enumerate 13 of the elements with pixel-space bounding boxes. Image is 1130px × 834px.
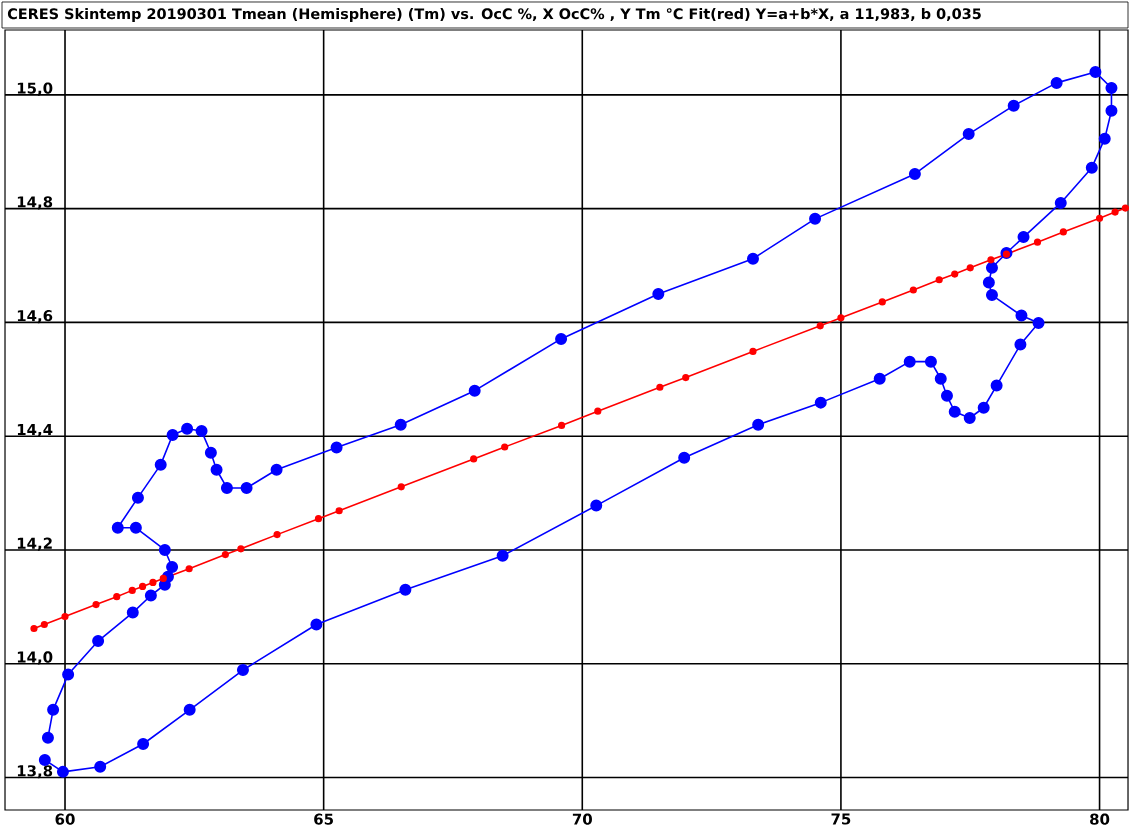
y-tick-label: 14,2: [17, 537, 52, 551]
chart-title: CERES Skintemp 20190301 Tmean (Hemisphere) (Tm) vs. OcC %, X OcC% , Y Tm °C Fit(red) Y=a+b*X, a 11,983, b 0,035: [7, 7, 981, 22]
y-tick-label: 15,0: [17, 82, 53, 96]
y-tick-label: 14,6: [17, 310, 53, 324]
y-tick-label: 13,8: [17, 765, 53, 779]
y-tick-label: 14,0: [17, 651, 53, 665]
x-tick-label: 80: [1090, 813, 1110, 825]
x-tick-label: 70: [572, 813, 592, 825]
x-tick-label: 75: [831, 813, 851, 825]
y-tick-label: 14,4: [17, 423, 53, 437]
x-tick-label: 65: [314, 813, 333, 825]
y-tick-label: 14,8: [17, 196, 53, 210]
x-tick-label: 60: [55, 813, 75, 825]
